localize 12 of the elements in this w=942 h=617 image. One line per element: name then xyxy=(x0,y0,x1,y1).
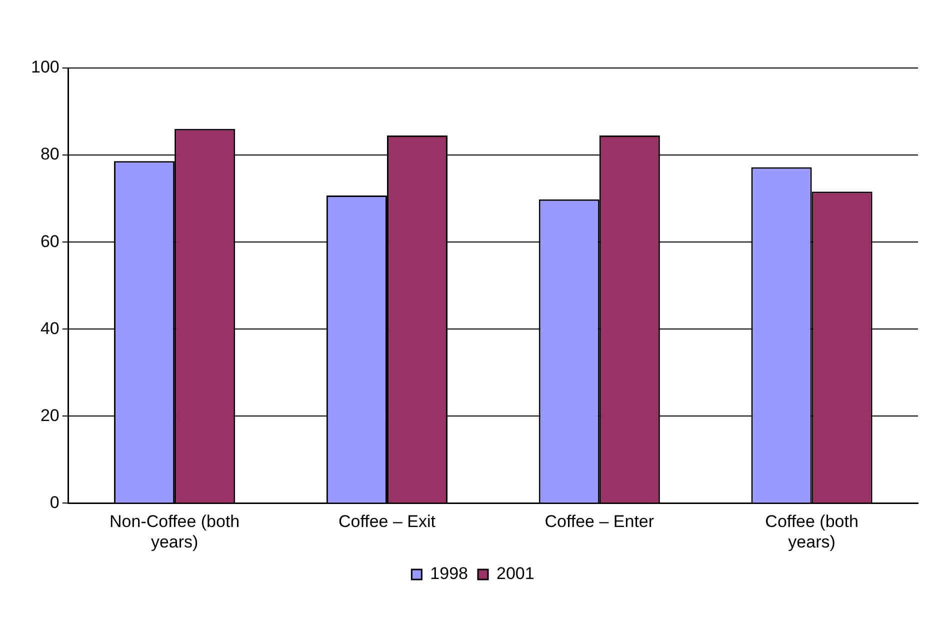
x-tick-label: Coffee – Exit xyxy=(338,512,436,532)
x-tick-label: Coffee – Enter xyxy=(544,512,654,532)
legend-label: 2001 xyxy=(496,564,534,584)
y-tick-label: 0 xyxy=(50,492,60,512)
x-tick-label: Non-Coffee (both years) xyxy=(110,512,240,552)
y-tick-label: 60 xyxy=(40,232,60,251)
legend-label: 1998 xyxy=(430,564,468,584)
y-tick-label: 100 xyxy=(30,58,60,77)
x-tick-label: Coffee (both years) xyxy=(765,512,858,552)
y-tick-label: 80 xyxy=(40,144,60,164)
y-tick-label: 20 xyxy=(40,406,60,425)
y-tick-label: 40 xyxy=(40,318,60,338)
